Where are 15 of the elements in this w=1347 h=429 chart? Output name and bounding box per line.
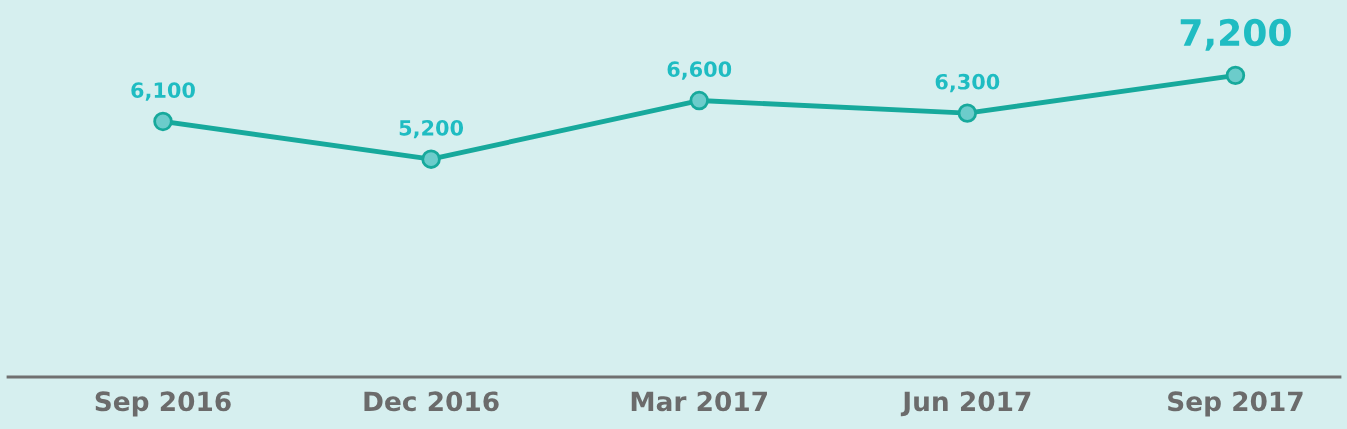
x-tick-label: Mar 2017 <box>631 391 767 412</box>
data-label: 6,300 <box>935 73 1000 93</box>
data-label: 5,200 <box>399 119 464 139</box>
point <box>689 90 709 111</box>
point <box>1225 65 1246 86</box>
data-label: 6,600 <box>667 61 732 80</box>
data-label: 7,200 <box>1180 18 1291 51</box>
point <box>957 103 978 123</box>
x-tick-label: Jun 2017 <box>900 391 1031 417</box>
point <box>153 111 173 132</box>
point <box>421 149 441 169</box>
x-tick-label: Sep 2016 <box>95 391 231 417</box>
data-label: 6,100 <box>131 82 195 101</box>
x-tick-label: Sep 2017 <box>1168 391 1303 417</box>
x-tick-label: Dec 2016 <box>364 391 499 412</box>
